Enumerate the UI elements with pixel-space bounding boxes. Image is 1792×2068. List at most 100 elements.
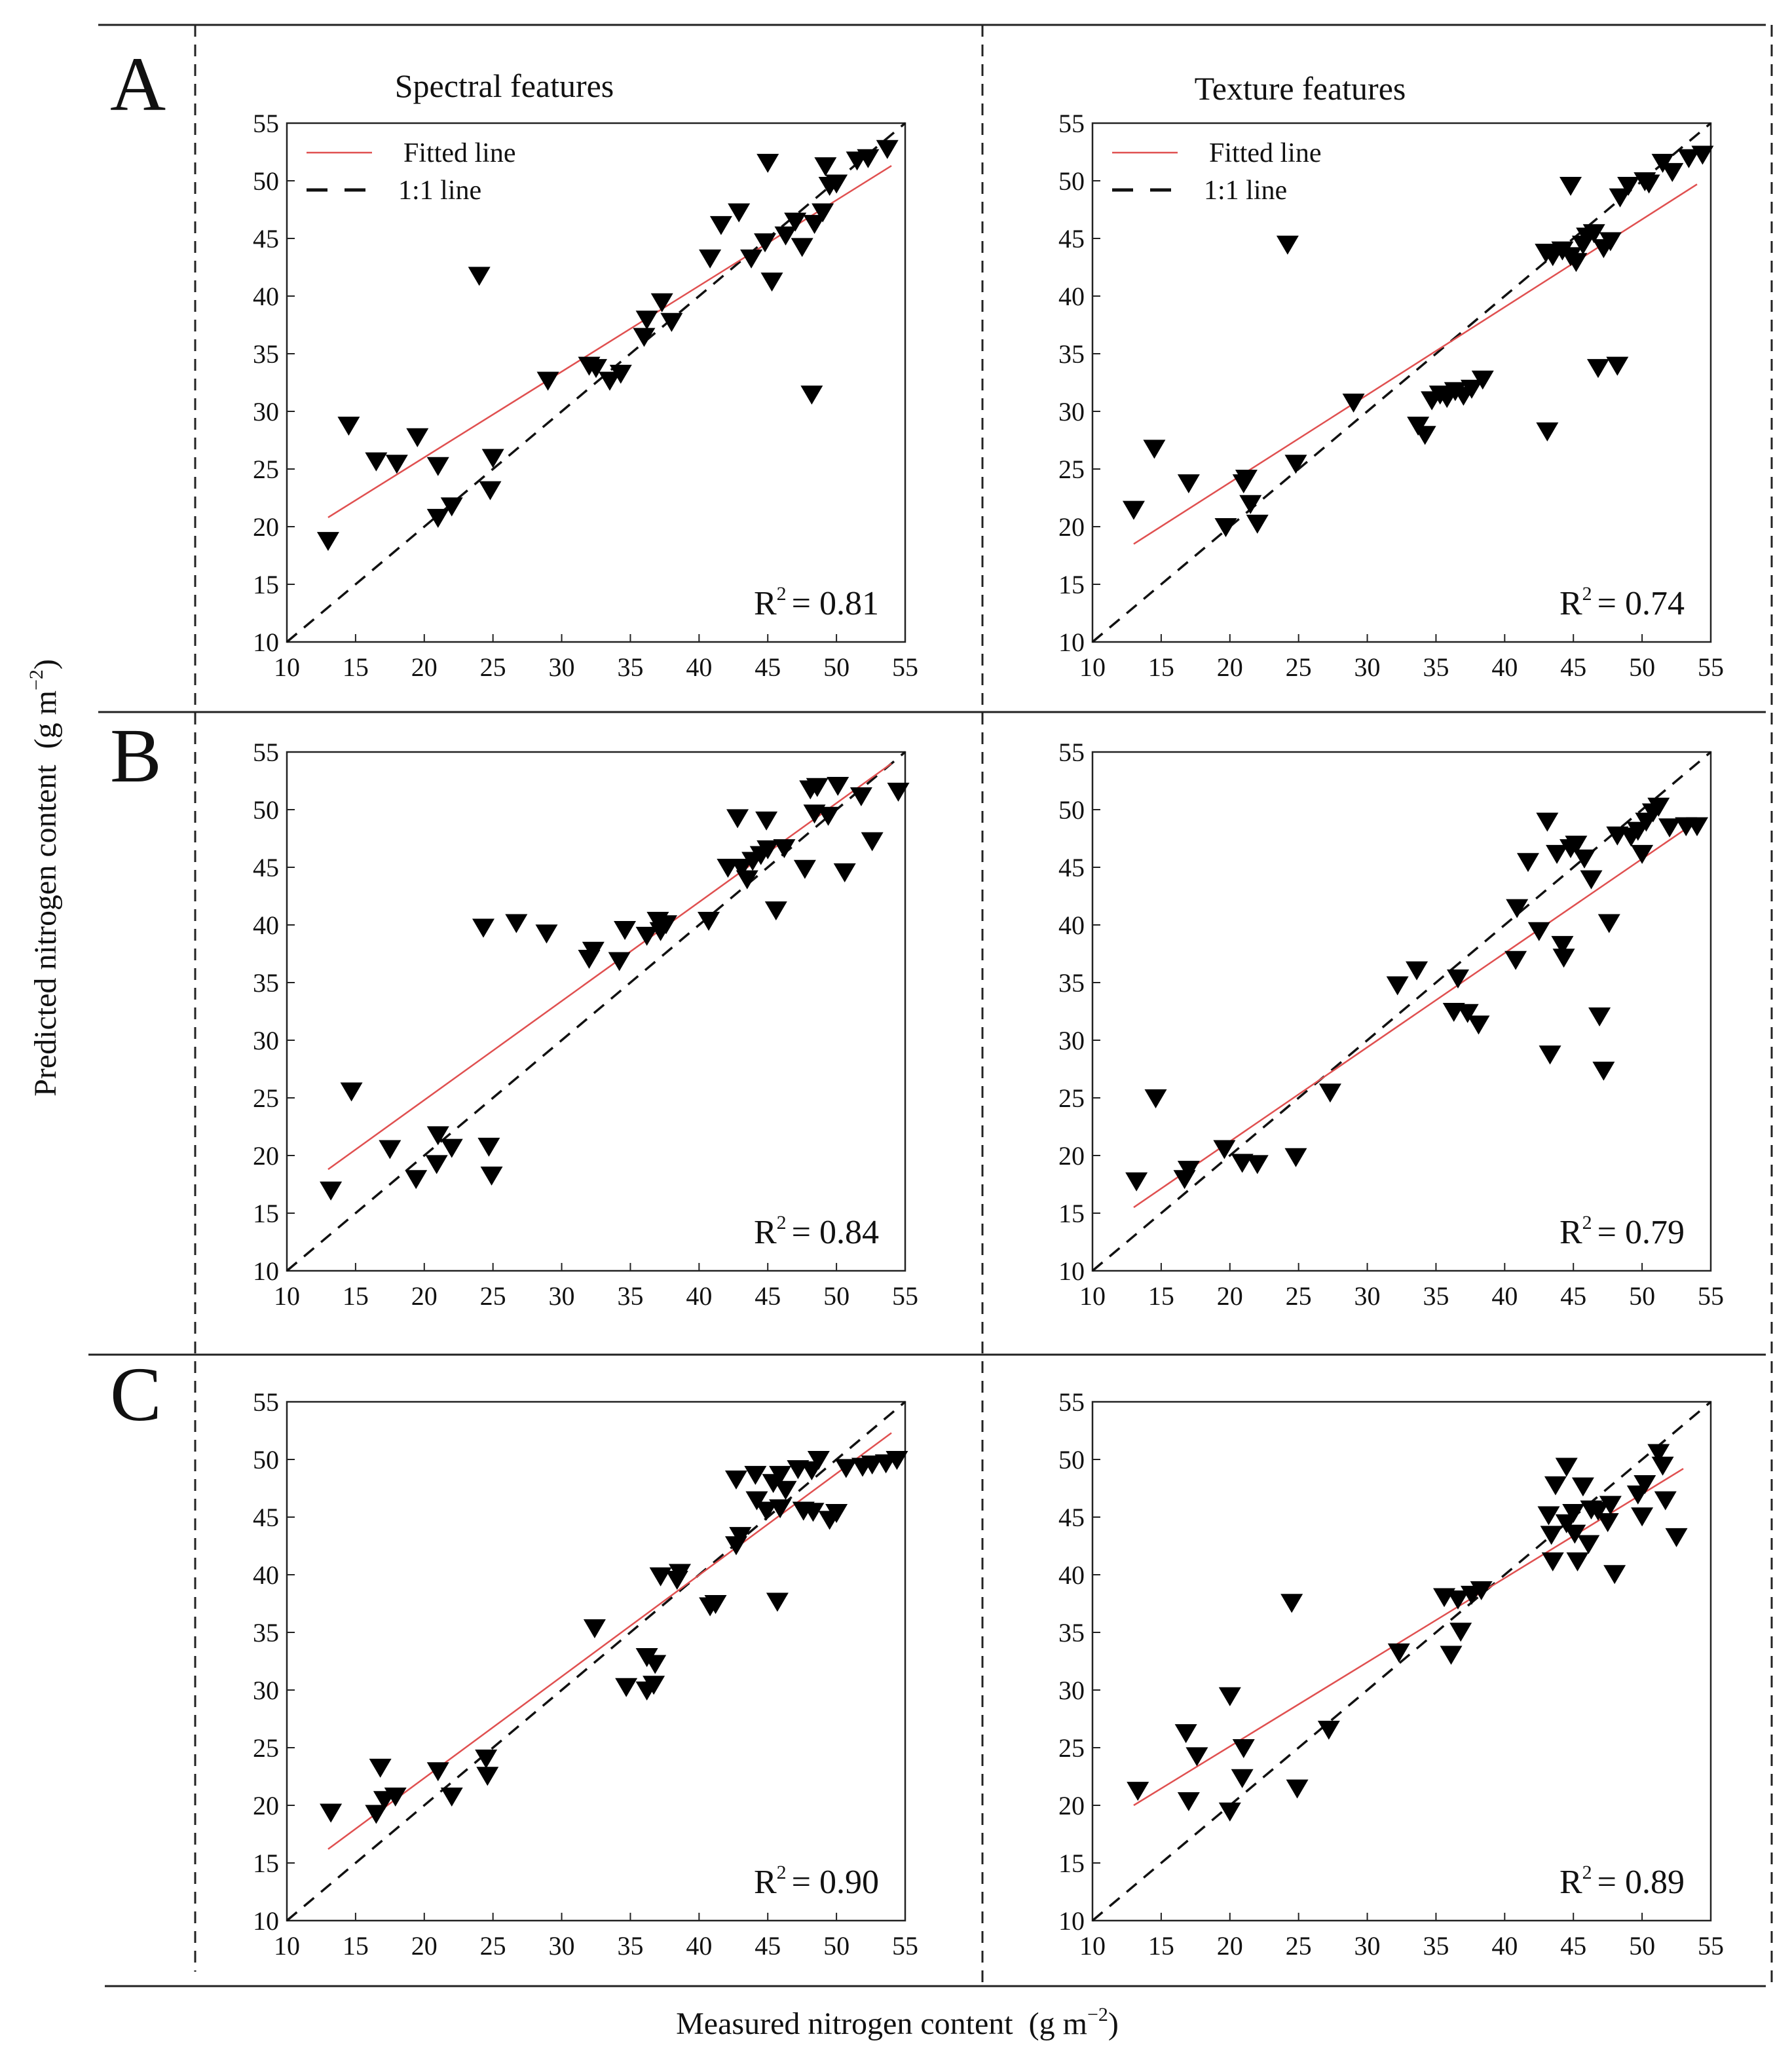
x-tick-label-10: 10 <box>1079 1931 1106 1961</box>
y-tick-label-10: 10 <box>253 1906 279 1936</box>
x-tick-label-40: 40 <box>686 1931 712 1961</box>
data-point <box>1580 870 1603 890</box>
y-tick-label-25: 25 <box>253 1083 279 1113</box>
r-squared-exponent: 2 <box>777 1212 787 1233</box>
data-point <box>709 216 732 235</box>
data-point <box>585 359 607 379</box>
r-squared-a-spectral: R2 = 0.81 <box>754 583 879 622</box>
data-point <box>384 1787 407 1807</box>
data-point <box>1588 1007 1611 1027</box>
r-squared-b-spectral: R2 = 0.84 <box>754 1212 879 1251</box>
r-squared-exponent: 2 <box>1582 583 1592 605</box>
x-tick-label-45: 45 <box>1560 652 1586 682</box>
data-point <box>1633 1475 1656 1494</box>
data-point <box>614 921 637 941</box>
y-tick-label-20: 20 <box>253 1141 279 1171</box>
y-tick-label-15: 15 <box>253 1199 279 1228</box>
legend-label-fitted-a-texture: Fitted line <box>1209 138 1322 168</box>
data-point <box>724 1470 747 1490</box>
y-tick-label-15: 15 <box>253 570 279 599</box>
data-point <box>849 787 872 806</box>
x-tick-label-30: 30 <box>1354 1281 1381 1311</box>
data-point <box>650 293 673 312</box>
points-b-spectral <box>320 777 910 1201</box>
data-point <box>1546 844 1569 864</box>
y-tick-label-15: 15 <box>1058 1849 1085 1878</box>
data-point <box>1599 1495 1622 1515</box>
x-tick-label-55: 55 <box>1698 1931 1724 1961</box>
data-point <box>1232 1739 1255 1758</box>
data-point <box>406 428 429 447</box>
data-point <box>1144 1089 1167 1108</box>
data-point <box>1654 1491 1677 1511</box>
data-point <box>1577 1535 1600 1554</box>
data-point <box>644 1655 667 1674</box>
data-point <box>807 1451 830 1470</box>
y-tick-label-45: 45 <box>1058 853 1085 882</box>
x-tick-label-55: 55 <box>892 652 918 682</box>
x-tick-label-45: 45 <box>755 652 781 682</box>
x-tick-label-40: 40 <box>686 652 712 682</box>
y-tick-label-40: 40 <box>253 911 279 940</box>
plot-area-a-texture <box>1091 122 1712 643</box>
x-tick-label-10: 10 <box>1079 1281 1106 1311</box>
plot-area-a-spectral <box>286 122 906 643</box>
x-tick-label-10: 10 <box>274 1931 300 1961</box>
data-point <box>1562 1503 1585 1523</box>
data-point <box>1214 518 1237 537</box>
y-tick-label-45: 45 <box>253 224 279 254</box>
data-point <box>1597 914 1620 933</box>
data-point <box>704 1595 727 1614</box>
data-point <box>1286 1779 1309 1799</box>
y-tick-label-30: 30 <box>1058 397 1085 426</box>
data-point <box>468 267 491 286</box>
identity-line-a-spectral <box>286 122 906 643</box>
figure-frame <box>88 24 1773 1987</box>
data-point <box>803 215 826 235</box>
y-tick-label-15: 15 <box>253 1849 279 1878</box>
x-axis-unit-exponent: −2 <box>1087 2004 1108 2025</box>
x-tick-label-30: 30 <box>1354 652 1381 682</box>
y-tick-label-45: 45 <box>253 853 279 882</box>
plot-area-c-spectral <box>286 1401 906 1922</box>
data-point <box>1599 232 1622 252</box>
data-point <box>1565 835 1588 855</box>
fitted-line-c-texture <box>1133 1468 1684 1807</box>
x-axis-unit-close: ) <box>1108 2006 1119 2041</box>
data-point <box>736 870 758 890</box>
data-point <box>756 840 779 859</box>
data-point <box>1239 495 1262 514</box>
data-point <box>729 1527 752 1547</box>
y-tick-label-10: 10 <box>253 1256 279 1286</box>
data-point <box>754 233 777 253</box>
data-point <box>1609 188 1632 208</box>
data-point <box>769 1465 792 1485</box>
data-point <box>769 1499 792 1518</box>
x-tick-label-20: 20 <box>411 1931 438 1961</box>
y-tick-label-25: 25 <box>253 1733 279 1763</box>
x-tick-label-20: 20 <box>411 652 438 682</box>
data-point <box>1658 818 1681 838</box>
fitted-line-c-spectral <box>327 1432 892 1850</box>
data-point <box>668 1564 691 1583</box>
data-point <box>475 1749 498 1769</box>
r-squared-symbol: R <box>754 1864 777 1901</box>
data-point <box>1506 899 1529 918</box>
r-squared-exponent: 2 <box>777 583 787 605</box>
y-tick-label-50: 50 <box>253 1445 279 1475</box>
data-point <box>1539 1045 1561 1065</box>
y-tick-label-30: 30 <box>253 397 279 426</box>
data-point <box>755 811 778 831</box>
points-c-texture <box>1127 1444 1688 1822</box>
data-point <box>1606 356 1629 376</box>
data-point <box>320 1181 343 1201</box>
y-tick-label-35: 35 <box>1058 339 1085 369</box>
y-tick-label-50: 50 <box>1058 1445 1085 1475</box>
data-point <box>1555 1457 1578 1477</box>
x-tick-label-25: 25 <box>480 652 506 682</box>
x-tick-label-30: 30 <box>549 652 575 682</box>
x-tick-label-20: 20 <box>411 1281 438 1311</box>
x-tick-label-30: 30 <box>1354 1931 1381 1961</box>
data-point <box>1460 379 1483 399</box>
